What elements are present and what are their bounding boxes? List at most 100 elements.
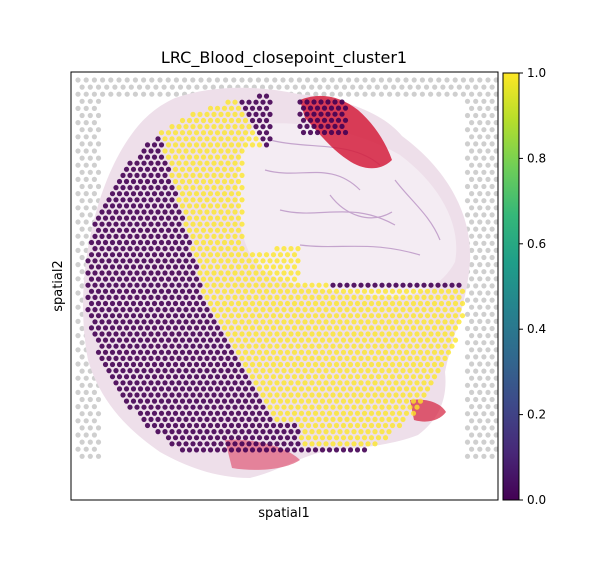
spot-other — [120, 197, 126, 203]
background-spot — [79, 183, 85, 190]
spot-cluster1 — [277, 288, 284, 294]
spot-other — [162, 270, 168, 276]
spot-cluster1 — [316, 319, 322, 325]
spot-other — [228, 349, 235, 355]
spot-other — [186, 361, 193, 368]
background-spot — [79, 382, 85, 388]
background-spot — [79, 283, 85, 289]
blood-region-right — [410, 399, 446, 422]
background-spot — [87, 411, 93, 417]
background-spot — [79, 212, 85, 218]
spot-other — [151, 264, 158, 270]
background-spot — [419, 91, 425, 97]
background-spot — [481, 340, 487, 346]
background-spot — [485, 318, 491, 324]
spot-cluster1 — [267, 392, 273, 398]
spot-other — [148, 307, 154, 313]
spot-cluster1 — [424, 313, 431, 319]
spot-cluster1 — [207, 215, 214, 221]
spot-cluster1 — [424, 361, 431, 368]
spot-other — [218, 441, 224, 447]
spot-other — [85, 282, 91, 288]
spot-other — [239, 404, 245, 410]
spot-cluster1 — [319, 398, 326, 404]
spot-other — [141, 258, 147, 264]
spot-cluster1 — [214, 239, 221, 246]
spot-other — [127, 197, 133, 203]
spot-cluster1 — [358, 319, 364, 325]
spot-other — [284, 422, 291, 429]
spot-other — [225, 392, 231, 398]
spot-cluster1 — [246, 368, 252, 374]
spot-other — [342, 105, 349, 111]
background-spot — [485, 148, 491, 154]
spot-other — [123, 398, 130, 404]
spot-other — [102, 227, 109, 233]
spot-other — [102, 276, 109, 282]
background-spot — [91, 205, 97, 211]
spot-cluster1 — [407, 392, 413, 398]
spot-cluster1 — [340, 398, 347, 404]
spot-other — [155, 380, 161, 386]
background-spot — [95, 141, 102, 147]
spot-other — [141, 404, 147, 410]
background-spot — [75, 375, 81, 381]
background-spot — [272, 77, 278, 83]
background-spot — [346, 77, 352, 83]
background-spot — [108, 77, 114, 83]
spot-cluster1 — [260, 331, 266, 337]
spot-other — [186, 435, 193, 441]
spot-other — [239, 429, 245, 435]
background-spot — [87, 169, 93, 175]
spot-cluster1 — [218, 124, 224, 130]
background-spot — [473, 183, 479, 190]
spot-other — [246, 429, 252, 435]
spot-other — [141, 233, 147, 239]
spot-other — [130, 276, 137, 282]
spot-cluster1 — [200, 203, 207, 209]
spot-cluster1 — [361, 422, 368, 429]
spot-other — [176, 368, 182, 374]
spot-other — [120, 307, 126, 313]
spot-other — [253, 111, 259, 117]
spot-other — [221, 337, 228, 343]
spot-cluster1 — [197, 246, 203, 252]
spot-other — [260, 124, 266, 130]
spot-cluster1 — [242, 300, 249, 307]
spot-other — [123, 361, 130, 368]
spot-other — [162, 380, 168, 386]
background-spot — [469, 276, 475, 282]
spot-other — [165, 435, 172, 441]
blood-region-bottom — [225, 439, 300, 470]
background-spot — [79, 155, 85, 161]
spot-other — [169, 441, 175, 447]
spot-other — [113, 380, 119, 386]
spot-cluster1 — [438, 300, 445, 307]
spot-cluster1 — [375, 374, 382, 380]
spot-other — [155, 331, 161, 337]
spot-cluster1 — [183, 185, 189, 191]
background-spot — [477, 91, 483, 97]
spot-other — [148, 270, 154, 276]
spot-other — [92, 233, 98, 239]
spot-cluster1 — [172, 130, 179, 136]
spot-cluster1 — [431, 288, 438, 294]
spot-cluster1 — [330, 355, 336, 361]
spot-cluster1 — [393, 319, 399, 325]
spot-cluster1 — [442, 331, 448, 337]
spot-other — [151, 154, 158, 160]
spot-cluster1 — [428, 294, 434, 300]
spot-cluster1 — [368, 398, 375, 404]
spot-cluster1 — [375, 410, 382, 416]
spot-cluster1 — [211, 270, 217, 276]
spot-cluster1 — [319, 422, 326, 429]
spot-cluster1 — [295, 355, 301, 361]
spot-cluster1 — [225, 270, 231, 276]
spot-cluster1 — [414, 404, 420, 410]
spot-cluster1 — [344, 416, 350, 422]
spot-cluster1 — [295, 343, 301, 349]
spot-cluster1 — [228, 105, 235, 111]
background-spot — [481, 198, 487, 204]
spot-other — [183, 368, 189, 374]
spot-cluster1 — [207, 276, 214, 282]
